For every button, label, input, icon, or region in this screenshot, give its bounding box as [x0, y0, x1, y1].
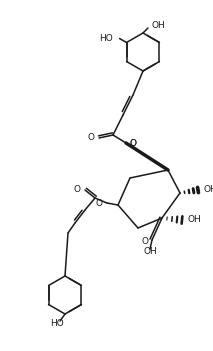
Text: O: O — [74, 185, 81, 194]
Text: O: O — [88, 133, 95, 143]
Text: O: O — [96, 199, 103, 207]
Text: HO: HO — [50, 319, 64, 329]
Text: OH: OH — [204, 185, 213, 194]
Text: O: O — [130, 139, 137, 147]
Text: OH: OH — [188, 216, 202, 225]
Text: O: O — [142, 237, 149, 245]
Text: OH: OH — [151, 21, 165, 31]
Text: O: O — [130, 139, 137, 147]
Text: HO: HO — [99, 34, 112, 43]
Text: OH: OH — [143, 247, 157, 257]
